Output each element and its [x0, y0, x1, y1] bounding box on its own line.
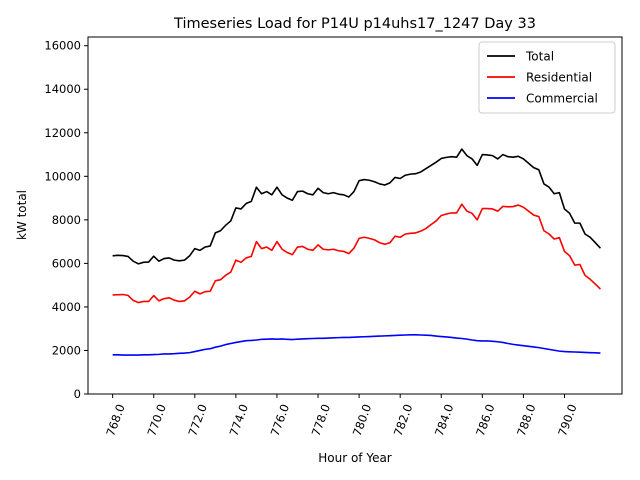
x-tick-label: 790.0 — [555, 402, 579, 438]
x-axis-label: Hour of Year — [318, 451, 392, 465]
y-axis-ticks: 0 2000 4000 6000 8000 10000 12000 14000 16000 — [44, 39, 88, 401]
legend-label-residential: Residential — [526, 71, 592, 85]
y-tick-label: 4000 — [52, 300, 81, 314]
x-tick-label: 784.0 — [432, 402, 456, 438]
y-tick-label: 14000 — [44, 82, 81, 96]
x-tick-label: 782.0 — [391, 402, 415, 438]
y-tick-label: 16000 — [44, 39, 81, 53]
legend-label-total: Total — [525, 50, 554, 64]
y-axis-label: kW total — [15, 190, 29, 240]
x-tick-label: 772.0 — [185, 402, 209, 438]
y-tick-label: 8000 — [52, 213, 81, 227]
x-tick-label: 786.0 — [473, 402, 497, 438]
x-tick-label: 788.0 — [514, 402, 538, 438]
plot-frame — [87, 36, 623, 395]
x-tick-label: 768.0 — [103, 402, 127, 438]
legend-box — [478, 41, 616, 114]
x-tick-label: 778.0 — [309, 402, 333, 438]
x-tick-label: 776.0 — [268, 402, 292, 438]
x-axis-ticks: 768.0 770.0 772.0 774.0 776.0 778.0 780.0 782.0… — [103, 394, 580, 438]
legend-label-commercial: Commercial — [526, 92, 598, 106]
legend: Total Residential Commercial — [478, 41, 616, 114]
series-line-total — [112, 148, 602, 265]
series-line-residential — [112, 203, 601, 304]
y-tick-label: 2000 — [52, 343, 81, 357]
series-line-commercial — [112, 333, 601, 356]
y-tick-label: 12000 — [44, 126, 81, 140]
y-tick-label: 0 — [74, 387, 81, 401]
series-lines — [112, 148, 602, 356]
y-tick-label: 10000 — [44, 169, 81, 183]
x-tick-label: 774.0 — [227, 402, 251, 438]
chart-title: Timeseries Load for P14U p14uhs17_1247 D… — [173, 16, 536, 32]
y-tick-label: 6000 — [52, 256, 81, 270]
x-tick-label: 780.0 — [350, 402, 374, 438]
x-tick-label: 770.0 — [144, 402, 168, 438]
